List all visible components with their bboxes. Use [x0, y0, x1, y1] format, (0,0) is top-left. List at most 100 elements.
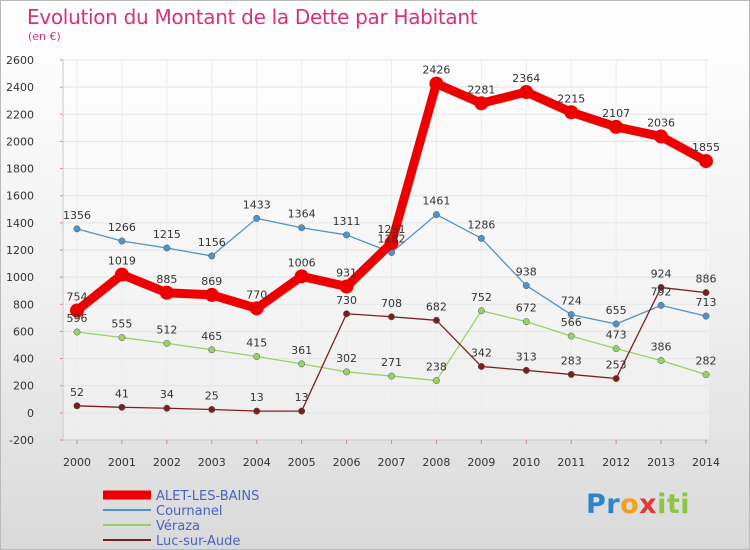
x-tick-label: 2001	[108, 456, 136, 469]
chart-subtitle: (en €)	[28, 30, 61, 43]
data-label: 313	[516, 350, 537, 363]
data-point	[519, 85, 534, 100]
data-label: 924	[651, 267, 672, 280]
data-label: 52	[70, 386, 84, 399]
data-label: 869	[201, 275, 222, 288]
data-label: 1364	[288, 208, 316, 221]
data-label: 271	[381, 356, 402, 369]
data-label: 1286	[467, 218, 495, 231]
data-label: 253	[606, 359, 627, 372]
data-point	[699, 154, 713, 169]
data-label: 672	[516, 302, 537, 315]
data-point	[343, 310, 351, 318]
data-point	[114, 267, 129, 282]
data-label: 792	[651, 285, 672, 298]
data-label: 282	[696, 355, 717, 368]
data-point	[159, 285, 174, 300]
x-tick-label: 2007	[378, 456, 406, 469]
data-label: 25	[205, 389, 219, 402]
data-label: 473	[606, 329, 627, 342]
y-tick-label: 800	[13, 298, 34, 311]
data-label: 2215	[557, 92, 585, 105]
legend-label: Cournanel	[156, 504, 222, 519]
data-label: 931	[336, 267, 357, 280]
data-point	[432, 211, 440, 219]
data-point	[657, 301, 665, 309]
data-label: 1266	[108, 221, 136, 234]
data-label: 655	[606, 304, 627, 317]
data-point	[208, 406, 216, 413]
legend-label: ALET-LES-BAINS	[156, 489, 259, 504]
data-label: 2364	[512, 72, 540, 85]
data-point	[432, 316, 440, 324]
data-label: 465	[201, 330, 222, 343]
data-point	[477, 362, 485, 370]
data-label: 386	[651, 340, 672, 353]
data-label: 1156	[198, 236, 226, 249]
data-label: 682	[426, 300, 447, 313]
data-label: 886	[696, 273, 717, 286]
data-point	[702, 371, 710, 379]
data-point	[253, 214, 261, 222]
data-point	[567, 311, 575, 319]
data-point	[343, 231, 351, 239]
data-point	[339, 279, 354, 294]
data-point	[388, 372, 395, 380]
data-point	[384, 236, 399, 251]
y-tick-label: 1400	[6, 217, 34, 230]
data-point	[253, 353, 261, 360]
data-label: 938	[516, 266, 537, 279]
data-label: 596	[67, 312, 88, 325]
data-point	[567, 371, 575, 378]
legend-label: Véraza	[156, 519, 200, 534]
y-tick-label: 2400	[6, 81, 34, 94]
data-label: 1855	[692, 141, 720, 154]
x-tick-label: 2004	[243, 456, 271, 469]
data-point	[208, 346, 216, 354]
data-point	[343, 368, 351, 376]
data-point	[522, 366, 530, 374]
y-tick-label: 1600	[6, 190, 34, 203]
data-label: 1356	[63, 209, 91, 222]
data-label: 708	[381, 297, 402, 310]
data-point	[118, 334, 126, 341]
data-label: 752	[471, 291, 492, 304]
data-point	[702, 312, 710, 320]
x-tick-label: 2008	[422, 456, 450, 469]
data-point	[564, 105, 579, 120]
data-point	[477, 234, 485, 242]
data-label: 1006	[288, 256, 316, 269]
data-point	[657, 357, 665, 364]
x-tick-label: 2005	[288, 456, 316, 469]
data-point	[70, 303, 84, 318]
data-label: 724	[561, 295, 582, 308]
data-label: 754	[67, 291, 88, 304]
data-point	[609, 119, 624, 134]
y-tick-label: 1800	[6, 163, 34, 176]
data-label: 2036	[647, 117, 675, 130]
data-label: 1182	[378, 232, 406, 245]
data-label: 2426	[422, 64, 450, 77]
data-label: 885	[156, 273, 177, 286]
data-label: 566	[561, 316, 582, 329]
data-point	[163, 339, 171, 347]
proxiti-logo: Proxiti	[586, 489, 691, 520]
data-point	[654, 129, 669, 144]
data-point	[612, 375, 620, 382]
data-point	[474, 96, 489, 111]
y-tick-label: 200	[13, 380, 34, 393]
data-label: 361	[291, 344, 312, 357]
data-point	[477, 307, 485, 315]
data-point	[204, 287, 219, 302]
data-label: 342	[471, 346, 492, 359]
data-point	[73, 402, 81, 410]
x-tick-label: 2003	[198, 456, 226, 469]
data-point	[73, 328, 81, 336]
data-point	[432, 377, 440, 385]
data-point	[163, 404, 171, 412]
data-point	[522, 318, 530, 326]
x-tick-label: 2009	[467, 456, 495, 469]
x-tick-label: 2010	[512, 456, 540, 469]
